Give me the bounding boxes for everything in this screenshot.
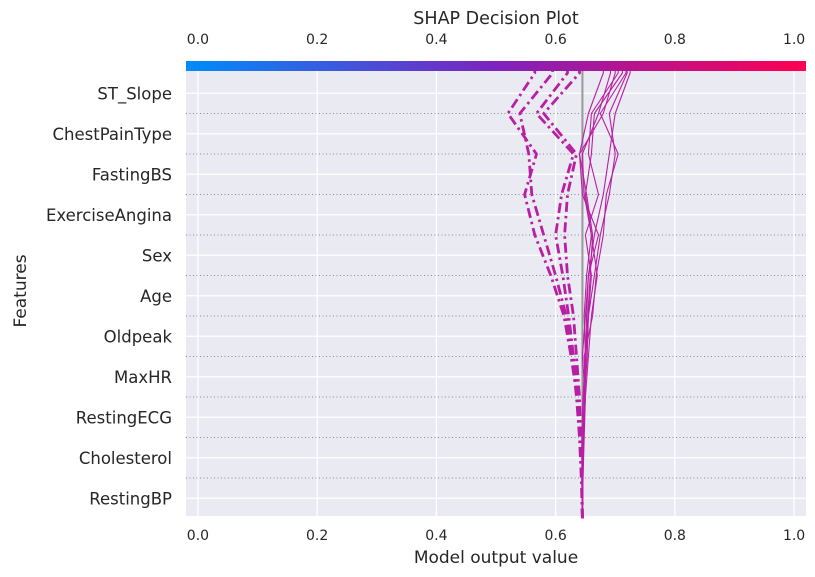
chart-title: SHAP Decision Plot bbox=[413, 9, 579, 29]
x-tick-label-top: 0.2 bbox=[306, 32, 328, 48]
x-axis-label: Model output value bbox=[414, 548, 578, 568]
x-tick-label-top: 0.4 bbox=[425, 32, 447, 48]
feature-label: Cholesterol bbox=[79, 449, 172, 468]
decision-line-sample-4 bbox=[581, 64, 623, 519]
feature-label: ExerciseAngina bbox=[46, 206, 172, 225]
x-tick-label-bottom: 0.4 bbox=[425, 528, 447, 544]
feature-label: ST_Slope bbox=[97, 84, 172, 104]
feature-label: MaxHR bbox=[114, 368, 172, 387]
x-tick-label-bottom: 0.0 bbox=[187, 528, 209, 544]
feature-label: Sex bbox=[142, 246, 172, 265]
decision-line-sample-9 bbox=[542, 64, 584, 519]
x-tick-label-top: 1.0 bbox=[783, 32, 805, 48]
decision-line-sample-12 bbox=[506, 64, 584, 519]
feature-label: RestingBP bbox=[89, 489, 172, 508]
y-axis-label: Features bbox=[11, 254, 31, 327]
x-tick-label-top: 0.8 bbox=[664, 32, 686, 48]
feature-label: Age bbox=[140, 287, 172, 306]
decision-line-sample-11 bbox=[518, 64, 584, 519]
grid-layer bbox=[186, 64, 806, 516]
series-layer bbox=[506, 64, 631, 519]
feature-label: Oldpeak bbox=[104, 327, 173, 346]
feature-label: ChestPainType bbox=[53, 125, 172, 144]
colorbar bbox=[186, 61, 806, 71]
x-tick-label-top: 0.0 bbox=[187, 32, 209, 48]
decision-line-sample-8 bbox=[578, 64, 604, 519]
feature-label: RestingECG bbox=[76, 408, 172, 427]
feature-labels: ST_Slope ChestPainType FastingBS ExerciseAn… bbox=[46, 84, 172, 508]
decision-line-sample-6 bbox=[578, 64, 616, 519]
x-tick-label-bottom: 1.0 bbox=[783, 528, 805, 544]
x-tick-label-top: 0.6 bbox=[544, 32, 566, 48]
plot-area-background bbox=[186, 64, 806, 516]
feature-label: FastingBS bbox=[92, 165, 172, 184]
x-tick-label-bottom: 0.8 bbox=[664, 528, 686, 544]
top-axis-ticks: 0.0 0.2 0.4 0.6 0.8 1.0 bbox=[187, 32, 805, 48]
x-tick-label-bottom: 0.6 bbox=[544, 528, 566, 544]
decision-line-sample-7 bbox=[581, 64, 612, 519]
x-tick-label-bottom: 0.2 bbox=[306, 528, 328, 544]
bottom-axis-ticks: 0.0 0.2 0.4 0.6 0.8 1.0 bbox=[187, 528, 805, 544]
